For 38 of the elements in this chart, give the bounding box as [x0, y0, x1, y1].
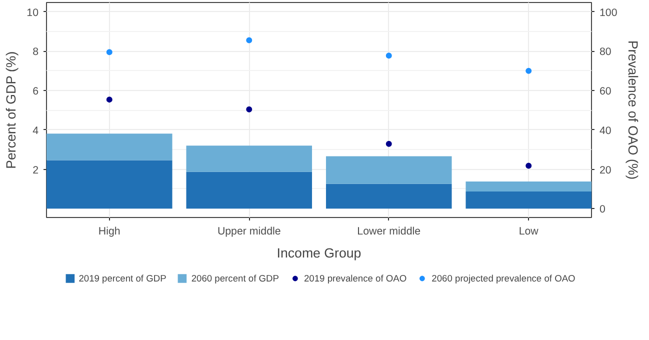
y2-tick-label: 0 [600, 204, 606, 216]
bar [46, 134, 172, 160]
legend-label: 2019 prevalence of OAO [304, 272, 407, 284]
y2-tick-label: 20 [600, 164, 612, 176]
point [526, 68, 532, 74]
point [526, 162, 532, 169]
x-axis-title: Income Group [276, 246, 362, 260]
bar [46, 160, 172, 209]
point [386, 52, 392, 59]
legend-label: 2060 percent of GDP [191, 272, 279, 284]
bar [326, 156, 452, 184]
point [246, 37, 252, 44]
y2-tick-label: 60 [600, 86, 612, 98]
bar [186, 146, 312, 172]
y-tick-label: 10 [26, 6, 39, 19]
y-tick-label: 8 [32, 46, 39, 58]
point [386, 140, 392, 147]
point [106, 49, 112, 56]
y-tick-label: 4 [32, 124, 39, 137]
y-tick-label: 6 [32, 86, 39, 98]
y2-tick-label: 80 [600, 46, 612, 58]
point [106, 96, 112, 103]
x-tick-label: High [98, 226, 120, 238]
y2-tick-label: 40 [600, 124, 612, 137]
bar [466, 192, 592, 209]
x-tick-label: Lower middle [357, 226, 421, 238]
y-axis-title: Percent of GDP (%) [4, 51, 19, 169]
x-tick-label: Upper middle [217, 226, 281, 238]
y-tick-label: 2 [32, 164, 39, 176]
y2-tick-label: 100 [600, 6, 618, 19]
x-tick-label: Low [518, 226, 539, 238]
y2-axis-title: Prevalence of OAO (%) [625, 40, 640, 180]
legend-label: 2060 projected prevalence of OAO [432, 272, 576, 284]
bar [466, 181, 592, 192]
point [246, 106, 252, 112]
bar [326, 184, 452, 209]
legend-label: 2019 percent of GDP [78, 272, 166, 284]
bar [186, 172, 312, 209]
